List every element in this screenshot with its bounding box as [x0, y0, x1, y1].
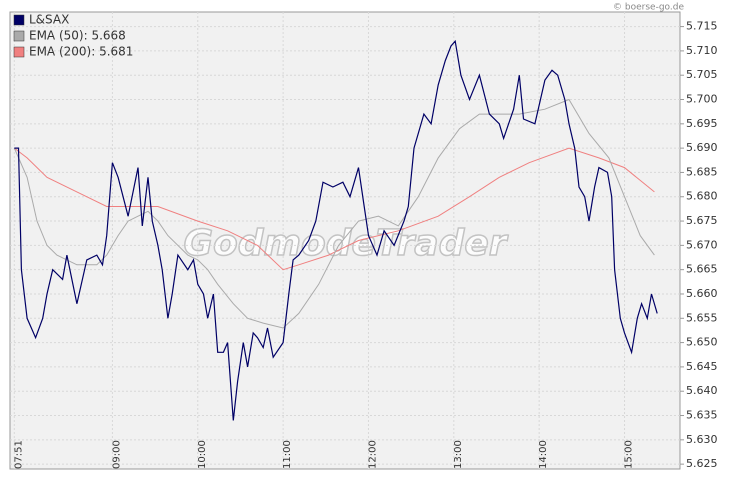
y-tick-label: 5.635: [686, 409, 718, 422]
legend-label: EMA (200): 5.681: [29, 45, 133, 59]
y-tick-label: 5.650: [686, 336, 718, 349]
watermark: GodmodeTrader: [183, 223, 508, 264]
y-tick-label: 5.655: [686, 311, 718, 324]
y-tick-label: 5.675: [686, 214, 718, 227]
y-tick-label: 5.705: [686, 68, 718, 81]
legend-swatch: [13, 30, 25, 42]
x-tick-label: 12:00: [367, 440, 378, 469]
series-line: [13, 147, 655, 271]
x-tick-label: 14:00: [538, 440, 549, 469]
y-tick-label: 5.645: [686, 360, 718, 373]
y-tick-label: 5.690: [686, 141, 718, 154]
y-tick-label: 5.685: [686, 165, 718, 178]
x-tick-label: 09:00: [111, 440, 122, 469]
y-tick-label: 5.625: [686, 457, 718, 470]
y-tick-label: 5.670: [686, 238, 718, 251]
x-tick-label: 15:00: [624, 440, 635, 469]
x-tick-label: 07:51: [13, 440, 24, 469]
y-tick-label: 5.630: [686, 433, 718, 446]
x-tick-label: 13:00: [453, 440, 464, 469]
legend-label: L&SAX: [29, 13, 69, 27]
legend-swatch: [13, 14, 25, 26]
y-tick-label: 5.660: [686, 287, 718, 300]
y-tick-label: 5.710: [686, 44, 718, 57]
y-tick-label: 5.695: [686, 117, 718, 130]
source: © boerse-go.de: [613, 3, 684, 13]
y-tick-label: 5.680: [686, 190, 718, 203]
y-tick-label: 5.665: [686, 263, 718, 276]
legend-swatch: [13, 46, 25, 58]
x-tick-label: 10:00: [197, 440, 208, 469]
y-tick-label: 5.700: [686, 93, 718, 106]
legend-label: EMA (50): 5.668: [29, 29, 126, 43]
y-tick-label: 5.640: [686, 384, 718, 397]
x-tick-label: 11:00: [282, 440, 293, 469]
series-line: [14, 39, 658, 421]
plot-area: [9, 11, 681, 470]
y-tick-label: 5.715: [686, 20, 718, 33]
